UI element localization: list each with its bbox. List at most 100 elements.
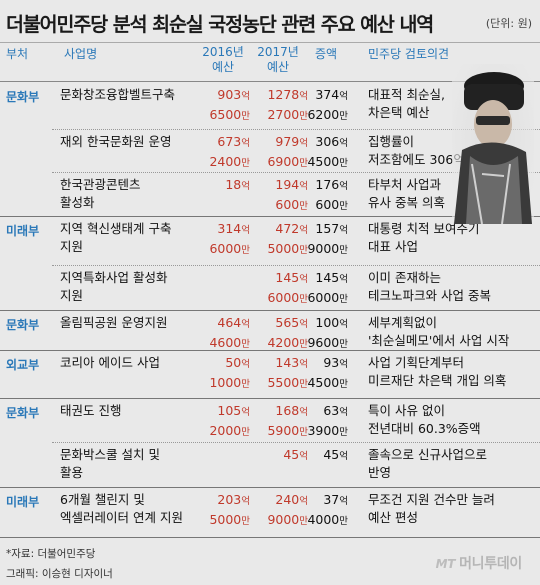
budget-2017: 1278억 2700만 <box>246 86 308 126</box>
budget-2016: 464억 4600만 <box>190 314 250 354</box>
header-2016: 2016년 예산 <box>196 45 250 75</box>
unit-man: 만 <box>299 379 308 390</box>
dept-label: 미래부 <box>6 224 40 238</box>
budget-2016-man: 6000만 <box>209 241 250 256</box>
review-note-line: '최순실메모'에서 사업 시작 <box>368 333 510 348</box>
budget-2017-man: 4200만 <box>267 335 308 350</box>
unit-eok: 억 <box>241 138 250 149</box>
unit-man: 만 <box>241 339 250 350</box>
budget-increase-eok: 306억 <box>315 134 348 149</box>
unit-man: 만 <box>339 294 348 305</box>
review-note: 졸속으로 신규사업으로 반영 <box>368 446 487 482</box>
project-name: 재외 한국문화원 운영 <box>60 133 171 151</box>
row-separator <box>0 398 540 399</box>
budget-2017-man: 2700만 <box>267 107 308 122</box>
table-row: 미래부 지역 혁신생태계 구축 지원 314억 6000만 472억 5000만 157억 90… <box>0 216 540 265</box>
budget-increase-man: 600만 <box>315 197 348 212</box>
unit-man: 만 <box>299 158 308 169</box>
project-name-line: 지원 <box>60 239 84 254</box>
dept-label: 문화부 <box>6 318 40 332</box>
budget-2017-eok: 194억 <box>275 177 308 192</box>
unit-man: 만 <box>339 201 348 212</box>
budget-2016-eok: 18억 <box>225 177 250 192</box>
budget-increase: 176억 600만 <box>293 176 348 216</box>
review-note-line: 무조건 지원 건수만 늘려 <box>368 492 495 507</box>
budget-2016-eok: 203억 <box>217 492 250 507</box>
budget-2017-eok: 168억 <box>275 403 308 418</box>
budget-increase-man: 3900만 <box>307 423 348 438</box>
budget-increase-man: 4000만 <box>307 512 348 527</box>
review-note-line: 대표적 최순실, <box>368 87 445 102</box>
budget-2016-eok: 673억 <box>217 134 250 149</box>
review-note-line: 사업 기획단계부터 <box>368 355 464 370</box>
unit-man: 만 <box>299 111 308 122</box>
budget-2017: 565억 4200만 <box>246 314 308 354</box>
unit-man: 만 <box>241 427 250 438</box>
budget-2016-eok: 464억 <box>217 315 250 330</box>
project-name: 6개월 챌린지 및 엑셀러레이터 연계 지원 <box>60 491 183 527</box>
unit-man: 만 <box>339 516 348 527</box>
unit-eok: 억 <box>299 274 308 285</box>
review-note-line: 전년대비 60.3%증액 <box>368 421 481 436</box>
header-2017-line2: 예산 <box>266 60 290 74</box>
review-note: 특이 사유 없이 전년대비 60.3%증액 <box>368 402 481 438</box>
unit-eok: 억 <box>241 181 250 192</box>
project-name-line: 태권도 진행 <box>60 403 122 418</box>
logo-mark: MT <box>435 557 456 571</box>
project-name-line: 활성화 <box>60 195 95 210</box>
budget-2017-eok: 240억 <box>275 492 308 507</box>
review-note-line: 테크노파크와 사업 중복 <box>368 288 491 303</box>
title-bar: 더불어민주당 분석 최순실 국정농단 관련 주요 예산 내역 (단위: 원) <box>0 0 540 42</box>
unit-label: (단위: 원) <box>485 17 532 30</box>
budget-2016-eok: 50억 <box>225 355 250 370</box>
project-name: 한국관광콘텐츠 활성화 <box>60 176 141 212</box>
budget-2017-man: 600만 <box>275 197 308 212</box>
budget-increase: 374억 6200만 <box>293 86 348 126</box>
table-header: 부처 사업명 2016년 예산 2017년 예산 증액 민주당 검토의견 <box>0 42 540 82</box>
review-note-line: 대표 사업 <box>368 239 418 254</box>
budget-2017-man: 6900만 <box>267 154 308 169</box>
dept-label: 문화부 <box>6 90 40 104</box>
review-note-line: 예산 편성 <box>368 510 418 525</box>
budget-2017-eok: 143억 <box>275 355 308 370</box>
budget-increase-man: 4500만 <box>307 154 348 169</box>
budget-increase-eok: 100억 <box>315 315 348 330</box>
budget-increase-man: 9600만 <box>307 335 348 350</box>
project-name-line: 6개월 챌린지 및 <box>60 492 145 507</box>
budget-2016-man: 5000만 <box>209 512 250 527</box>
review-note: 타부처 사업과 유사 중복 의혹 <box>368 176 445 212</box>
unit-eok: 억 <box>339 274 348 285</box>
review-note-line: 미르재단 차은택 개입 의혹 <box>368 373 507 388</box>
review-note-line: 유사 중복 의혹 <box>368 195 445 210</box>
table-bottom-border <box>0 537 540 538</box>
review-note-line: 반영 <box>368 465 392 480</box>
unit-man: 만 <box>339 339 348 350</box>
budget-2017-man: 5000만 <box>267 241 308 256</box>
header-2017-line1: 2017년 <box>257 45 299 59</box>
budget-2017: 168억 5900만 <box>246 402 308 442</box>
unit-man: 만 <box>299 201 308 212</box>
project-name-line: 코리아 에이드 사업 <box>60 355 160 370</box>
unit-eok: 억 <box>339 181 348 192</box>
budget-increase: 93억 4500만 <box>293 354 348 394</box>
budget-2017: 143억 5500만 <box>246 354 308 394</box>
header-review: 민주당 검토의견 <box>368 47 450 61</box>
review-note: 대표적 최순실, 차은택 예산 <box>368 86 445 122</box>
project-name: 코리아 에이드 사업 <box>60 354 160 372</box>
unit-man: 만 <box>299 245 308 256</box>
unit-man: 만 <box>299 427 308 438</box>
unit-eok: 억 <box>299 407 308 418</box>
unit-man: 만 <box>299 339 308 350</box>
unit-man: 만 <box>339 245 348 256</box>
row-separator <box>0 350 540 351</box>
project-name-line: 올림픽공원 운영지원 <box>60 315 168 330</box>
unit-eok: 억 <box>339 451 348 462</box>
unit-eok: 억 <box>299 451 308 462</box>
project-name: 문화박스쿨 설치 및 활용 <box>60 446 160 482</box>
budget-2017: 240억 9000만 <box>246 491 308 531</box>
budget-2017: 45억 <box>246 446 308 466</box>
budget-increase-man: 6200만 <box>307 107 348 122</box>
budget-2016: 203억 5000만 <box>190 491 250 531</box>
review-note-line: 집행률이 <box>368 134 415 149</box>
